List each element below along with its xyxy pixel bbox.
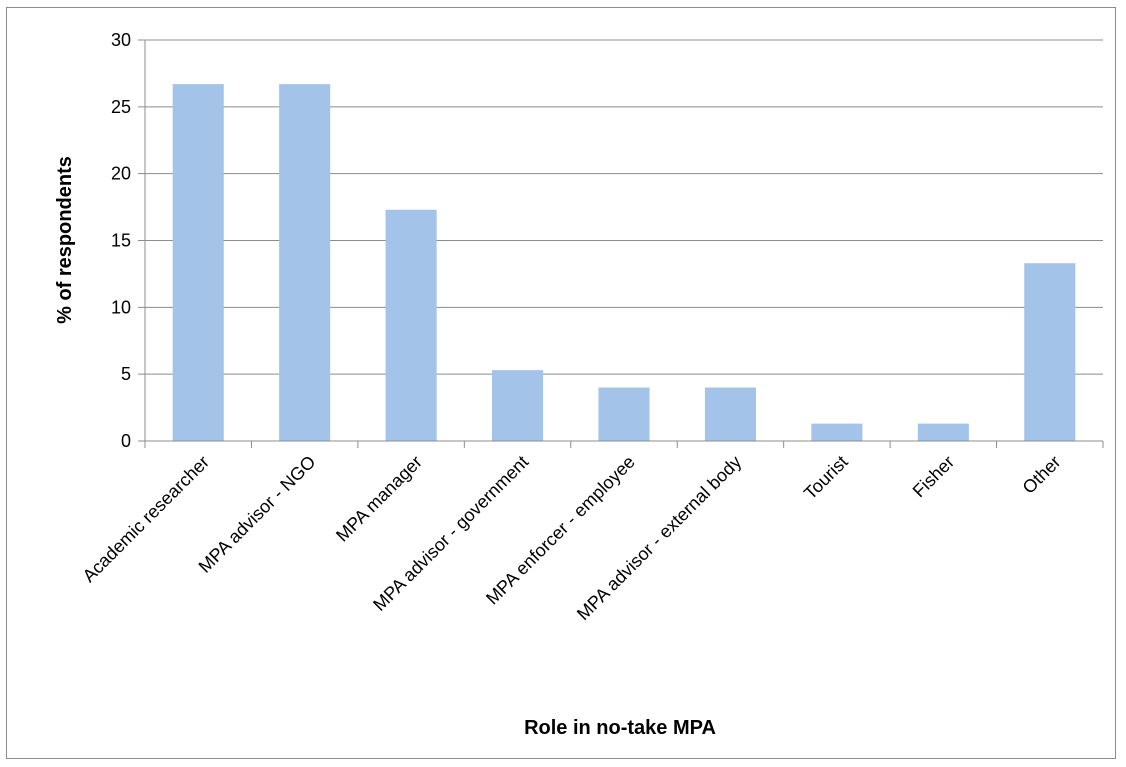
bar xyxy=(385,209,437,441)
bar xyxy=(279,84,331,442)
y-tick-label: 30 xyxy=(111,30,131,50)
bar xyxy=(492,370,544,441)
bar xyxy=(704,387,756,441)
x-tick-label: MPA advisor - NGO xyxy=(195,452,320,577)
y-tick-label: 5 xyxy=(121,364,131,384)
y-tick-labels: 0 5 10 15 20 25 30 xyxy=(111,30,131,451)
bar xyxy=(1024,263,1076,441)
y-axis-title: % of respondents xyxy=(54,156,76,324)
x-tick-label: Academic researcher xyxy=(79,452,213,586)
axes xyxy=(144,40,1103,442)
bars xyxy=(172,84,1076,442)
x-axis-title: Role in no-take MPA xyxy=(524,717,716,739)
x-tick-label: MPA manager xyxy=(332,452,426,546)
y-tick-label: 0 xyxy=(121,431,131,451)
bar xyxy=(917,423,969,441)
y-tick-label: 20 xyxy=(111,164,131,184)
bar xyxy=(172,84,224,442)
y-tick-label: 25 xyxy=(111,97,131,117)
y-tick-label: 10 xyxy=(111,297,131,317)
bar xyxy=(811,423,863,441)
x-tick-label: Tourist xyxy=(800,452,852,504)
x-tick-label: Fisher xyxy=(909,452,959,502)
y-tick-label: 15 xyxy=(111,231,131,251)
bar xyxy=(598,387,650,441)
x-tick-label: Other xyxy=(1019,452,1065,498)
